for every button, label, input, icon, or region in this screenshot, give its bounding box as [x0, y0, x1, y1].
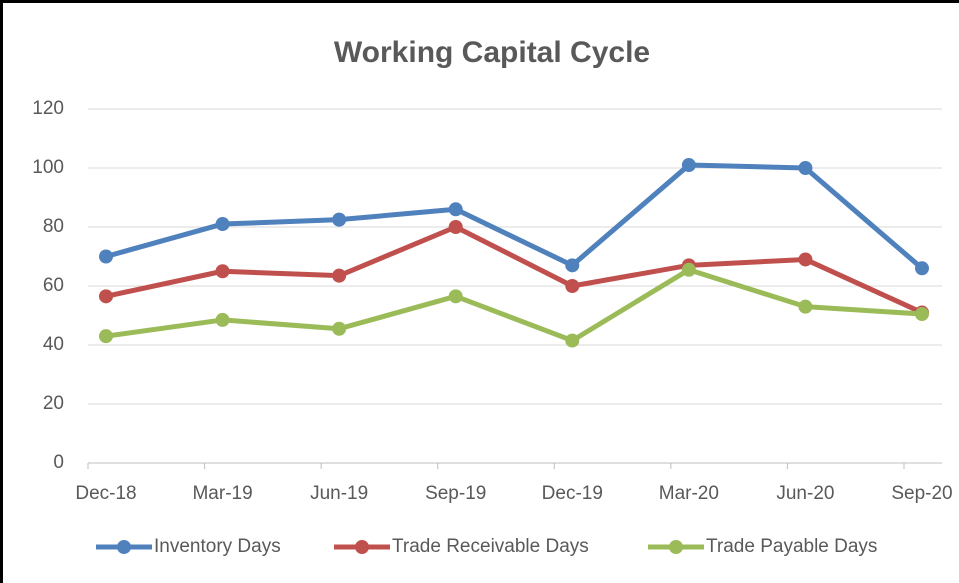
x-tick-label: Sep-20: [891, 483, 952, 504]
data-point: [99, 289, 113, 304]
legend-label: Trade Receivable Days: [392, 536, 589, 557]
data-point: [332, 268, 347, 283]
data-point: [681, 262, 696, 277]
x-tick-label: Dec-19: [542, 483, 603, 504]
data-point: [565, 279, 580, 293]
x-tick-label: Jun-20: [776, 483, 834, 504]
legend-label: Inventory Days: [154, 536, 281, 557]
y-tick-label: 40: [43, 334, 64, 355]
data-point: [99, 249, 113, 264]
y-tick-label: 120: [32, 98, 64, 119]
legend-marker: [669, 540, 683, 554]
y-tick-label: 20: [43, 393, 64, 414]
y-tick-label: 80: [43, 216, 64, 237]
data-point: [565, 258, 580, 273]
data-point: [681, 158, 696, 173]
y-tick-label: 0: [53, 452, 64, 473]
data-point: [448, 289, 463, 304]
x-tick-label: Dec-18: [75, 483, 136, 504]
legend-marker: [355, 540, 369, 554]
data-point: [798, 299, 813, 314]
chart-title: Working Capital Cycle: [334, 36, 650, 69]
x-tick-label: Mar-20: [659, 483, 719, 504]
series-line: [105, 267, 923, 344]
y-tick-label: 100: [32, 157, 64, 178]
series-line: [105, 162, 924, 271]
data-point: [798, 161, 813, 175]
x-tick-label: Mar-19: [192, 483, 252, 504]
data-point: [798, 252, 813, 267]
y-tick-label: 60: [43, 275, 64, 296]
data-point: [332, 321, 347, 336]
data-point: [915, 307, 929, 322]
data-point: [215, 312, 230, 327]
x-tick-label: Sep-19: [425, 483, 486, 504]
series-line: [105, 224, 924, 315]
data-point: [332, 212, 347, 227]
data-point: [448, 202, 463, 217]
data-point: [99, 329, 113, 344]
x-tick-label: Jun-19: [310, 483, 368, 504]
legend-marker: [117, 540, 131, 554]
data-point: [915, 261, 929, 276]
legend-label: Trade Payable Days: [706, 536, 877, 557]
data-point: [215, 217, 230, 232]
data-point: [565, 333, 580, 348]
data-point: [215, 264, 230, 279]
data-point: [448, 220, 463, 234]
